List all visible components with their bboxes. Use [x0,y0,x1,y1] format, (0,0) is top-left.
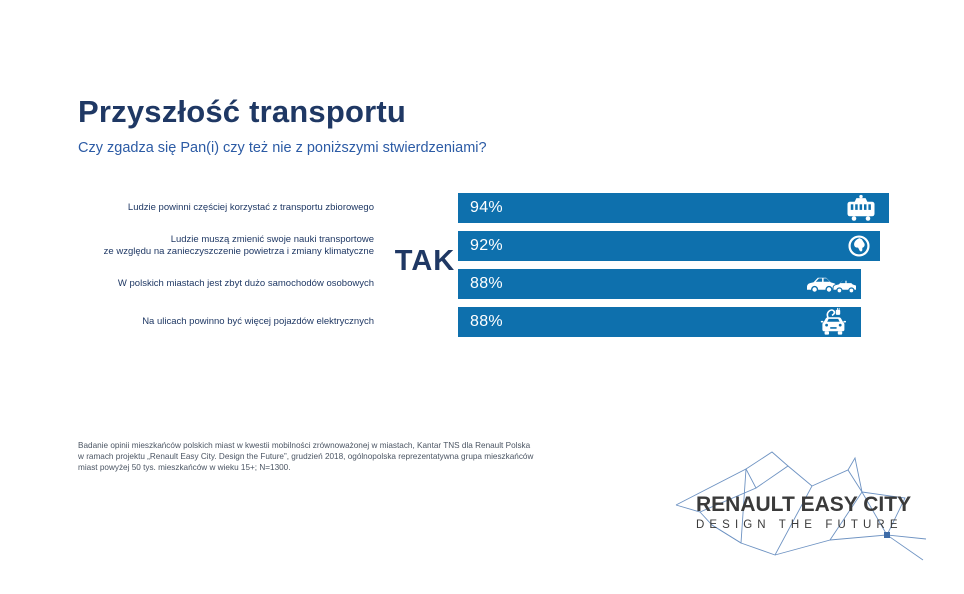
statement-label-1: Ludzie powinni częściej korzystać z tran… [127,201,374,213]
bar-value: 88% [470,275,503,292]
footnote-line-2: w ramach projektu „Renault Easy City. De… [78,451,534,461]
footnote-line-3: miast powyżej 50 tys. mieszkańców w wiek… [78,462,291,472]
bar-value: 92% [470,237,503,254]
statement-label-4: Na ulicach powinno być więcej pojazdów e… [142,315,374,327]
tram-icon [844,194,878,222]
bar-za-duzo-samochodow: 88% [458,269,861,299]
globe-icon [848,235,870,257]
footnote-line-1: Badanie opinii mieszkańców polskich mias… [78,441,531,450]
bar-value: 94% [470,199,503,216]
bar-zmiana-nawykow: 92% [458,231,880,261]
bar-transport-zbiorowy: 94% [458,193,889,223]
electric-car-icon [820,307,847,337]
page-subtitle: Czy zgadza się Pan(i) czy też nie z poni… [78,140,487,156]
bar-pojazdy-elektryczne: 88% [458,307,861,337]
constellation-graphic [675,451,927,561]
tak-answer-label: TAK [394,245,456,277]
page-title: Przyszłość transportu [78,94,407,129]
logo-title: RENAULT EASY CITY [696,493,912,516]
renault-easy-city-logo: RENAULT EASY CITY DESIGN THE FUTURE [696,493,912,531]
bar-value: 88% [470,313,503,330]
statement-label-2: Ludzie muszą zmienić swoje nauki transpo… [103,233,374,257]
statement-label-3: W polskich miastach jest zbyt dużo samoc… [117,277,374,289]
logo-tagline: DESIGN THE FUTURE [696,519,903,531]
two-cars-icon [806,274,859,295]
footnote: Badanie opinii mieszkańców polskich mias… [78,441,558,473]
